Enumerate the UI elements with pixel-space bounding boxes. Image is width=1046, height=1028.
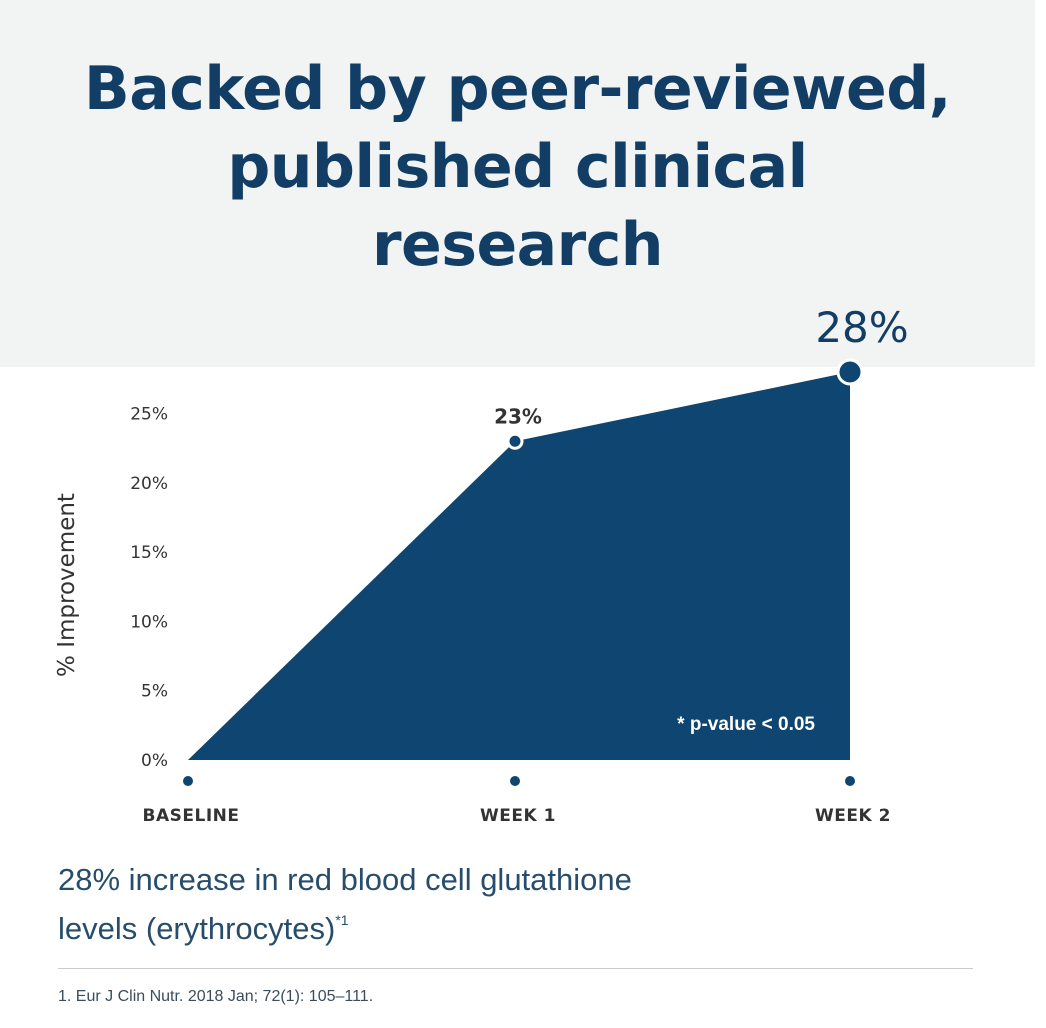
y-tick-label: 0% <box>141 751 168 771</box>
y-tick-label: 5% <box>141 682 168 702</box>
y-tick-label: 10% <box>130 612 168 632</box>
area-fill <box>188 372 850 760</box>
x-axis-dot <box>845 776 855 786</box>
x-axis-dot <box>183 776 193 786</box>
headline-line: research <box>371 210 664 280</box>
caption-line: levels (erythrocytes)*1 <box>58 900 632 949</box>
x-axis-dot <box>510 776 520 786</box>
reference-mark: *1 <box>335 912 349 928</box>
headline: Backed by peer-reviewed, published clini… <box>0 50 1035 284</box>
divider <box>58 968 973 969</box>
p-value-annotation: * p-value < 0.05 <box>677 714 815 735</box>
y-tick-label: 15% <box>130 543 168 563</box>
x-tick-label: BASELINE <box>143 806 240 826</box>
y-tick-label: 25% <box>130 405 168 425</box>
y-tick-label: 20% <box>130 474 168 494</box>
headline-line: Backed by peer-reviewed, <box>84 54 951 124</box>
x-tick-label: WEEK 2 <box>815 806 891 826</box>
data-label-week2: 28% <box>815 303 908 352</box>
caption: 28% increase in red blood cell glutathio… <box>58 860 632 949</box>
header-background <box>0 0 1035 367</box>
data-point-week1 <box>506 432 524 450</box>
data-label-week1: 23% <box>494 404 542 428</box>
x-tick-label: WEEK 1 <box>480 806 556 826</box>
y-axis-label: % Improvement <box>54 493 80 677</box>
caption-line: 28% increase in red blood cell glutathio… <box>58 862 632 897</box>
footnote: 1. Eur J Clin Nutr. 2018 Jan; 72(1): 105… <box>58 988 374 1005</box>
caption-line-text: levels (erythrocytes) <box>58 911 336 946</box>
headline-line: published clinical <box>227 132 808 202</box>
data-point-week2 <box>836 358 864 386</box>
